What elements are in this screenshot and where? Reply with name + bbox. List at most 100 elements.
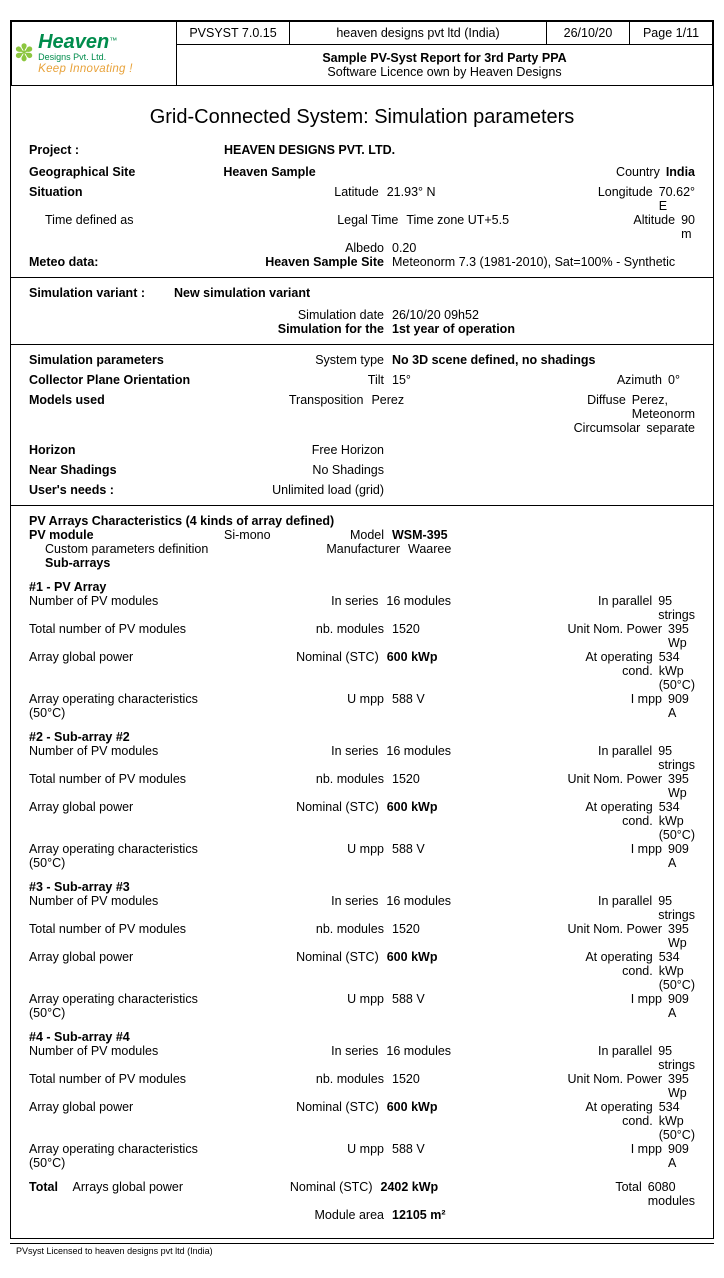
tilt-label: Tilt xyxy=(224,373,392,387)
label: Array global power xyxy=(29,650,221,692)
document-title: Grid-Connected System: Simulation parame… xyxy=(29,106,695,129)
label: nb. modules xyxy=(224,1072,392,1100)
label: In series xyxy=(221,894,386,922)
situation-label: Situation xyxy=(29,185,221,213)
pv-chars-label: PV Arrays Characteristics (4 kinds of ar… xyxy=(29,514,695,528)
legal-time-label: Legal Time xyxy=(239,213,406,241)
label: Array operating characteristics (50°C) xyxy=(29,692,224,720)
sim-variant-name: New simulation variant xyxy=(174,286,310,300)
label: In series xyxy=(221,1044,386,1072)
collector-label: Collector Plane Orientation xyxy=(29,373,224,387)
value: 909 A xyxy=(668,1142,695,1170)
value: 534 kWp (50°C) xyxy=(659,1100,695,1142)
altitude-label: Altitude xyxy=(581,213,682,241)
sim-for-label: Simulation for the xyxy=(224,322,392,336)
label: In parallel xyxy=(559,744,659,772)
logo-tagline: Keep Innovating ! xyxy=(38,63,133,75)
label: I mpp xyxy=(567,992,668,1020)
system-type-label: System type xyxy=(224,353,392,367)
sim-params-label: Simulation parameters xyxy=(29,353,224,367)
value: 909 A xyxy=(668,692,695,720)
value: 95 strings xyxy=(658,1044,695,1072)
software-version: PVSYST 7.0.15 xyxy=(177,22,290,45)
label: Nominal (STC) xyxy=(221,950,387,992)
value: 1520 xyxy=(392,772,567,800)
label: Total number of PV modules xyxy=(29,772,224,800)
time-defined-label: Time defined as xyxy=(29,213,239,241)
label: At operating cond. xyxy=(559,650,659,692)
label: Array global power xyxy=(29,1100,221,1142)
meteo-label: Meteo data: xyxy=(29,255,224,269)
value: 16 modules xyxy=(386,894,558,922)
legal-time-value: Time zone UT+5.5 xyxy=(406,213,580,241)
header-date: 26/10/20 xyxy=(547,22,630,45)
label: At operating cond. xyxy=(559,950,659,992)
longitude-label: Longitude xyxy=(559,185,659,213)
header-table: ✽ Heaven™ Designs Pvt. Ltd. Keep Innovat… xyxy=(11,21,713,86)
geo-site-value: Heaven Sample xyxy=(223,165,390,179)
diffuse-value: Perez, Meteonorm xyxy=(632,393,695,421)
system-type-value: No 3D scene defined, no shadings xyxy=(392,353,695,367)
label: Array global power xyxy=(29,950,221,992)
longitude-value: 70.62° E xyxy=(659,185,695,213)
label: I mpp xyxy=(567,842,668,870)
latitude-label: Latitude xyxy=(221,185,387,213)
value: 588 V xyxy=(392,692,567,720)
value: 600 kWp xyxy=(387,950,559,992)
label: U mpp xyxy=(224,692,392,720)
value: 16 modules xyxy=(386,594,558,622)
value: 600 kWp xyxy=(387,650,559,692)
header-title-sub: Software Licence own by Heaven Designs xyxy=(183,65,706,79)
logo-main: Heaven xyxy=(38,31,109,53)
manufacturer-value: Waaree xyxy=(408,542,451,556)
altitude-value: 90 m xyxy=(681,213,695,241)
needs-label: User's needs : xyxy=(29,483,224,497)
module-area-label: Module area xyxy=(224,1208,392,1222)
meteo-site: Heaven Sample Site xyxy=(224,255,392,269)
transposition-label: Transposition xyxy=(213,393,372,421)
custom-params-label: Custom parameters definition xyxy=(29,542,240,556)
tilt-value: 15° xyxy=(392,373,567,387)
page-frame: ✽ Heaven™ Designs Pvt. Ltd. Keep Innovat… xyxy=(10,20,714,1239)
separator xyxy=(11,344,713,345)
separator xyxy=(11,505,713,506)
shadings-value: No Shadings xyxy=(224,463,392,477)
label: U mpp xyxy=(224,992,392,1020)
label: Number of PV modules xyxy=(29,1044,221,1072)
label: Nominal (STC) xyxy=(221,650,387,692)
project-name: HEAVEN DESIGNS PVT. LTD. xyxy=(224,143,395,157)
country-value: India xyxy=(666,165,695,179)
total-gp-label: Arrays global power xyxy=(73,1180,218,1208)
value: 588 V xyxy=(392,842,567,870)
subarrays-label: Sub-arrays xyxy=(29,556,695,570)
value: 534 kWp (50°C) xyxy=(659,650,695,692)
array-title: #2 - Sub-array #2 xyxy=(29,730,695,744)
model-label: Model xyxy=(294,528,392,542)
total-nominal-label: Nominal (STC) xyxy=(218,1180,381,1208)
header-title-cell: Sample PV-Syst Report for 3rd Party PPA … xyxy=(177,45,713,86)
label: Array operating characteristics (50°C) xyxy=(29,842,224,870)
value: 395 Wp xyxy=(668,1072,695,1100)
label: At operating cond. xyxy=(559,800,659,842)
transposition-value: Perez xyxy=(371,393,536,421)
label: I mpp xyxy=(567,692,668,720)
flower-icon: ✽ xyxy=(14,42,34,66)
footer-licence: PVsyst Licensed to heaven designs pvt lt… xyxy=(10,1244,714,1258)
label: nb. modules xyxy=(224,772,392,800)
label: Total number of PV modules xyxy=(29,1072,224,1100)
value: 95 strings xyxy=(658,744,695,772)
label: U mpp xyxy=(224,1142,392,1170)
value: 909 A xyxy=(668,842,695,870)
label: In series xyxy=(221,594,386,622)
circumsolar-label: Circumsolar xyxy=(549,421,647,435)
shadings-label: Near Shadings xyxy=(29,463,224,477)
project-label: Project : xyxy=(29,143,224,157)
value: 534 kWp (50°C) xyxy=(659,800,695,842)
logo-cell: ✽ Heaven™ Designs Pvt. Ltd. Keep Innovat… xyxy=(12,22,177,86)
sim-for-value: 1st year of operation xyxy=(392,322,567,336)
label: Nominal (STC) xyxy=(221,800,387,842)
label: Unit Nom. Power xyxy=(567,772,668,800)
label: Unit Nom. Power xyxy=(567,922,668,950)
value: 1520 xyxy=(392,622,567,650)
value: 1520 xyxy=(392,1072,567,1100)
